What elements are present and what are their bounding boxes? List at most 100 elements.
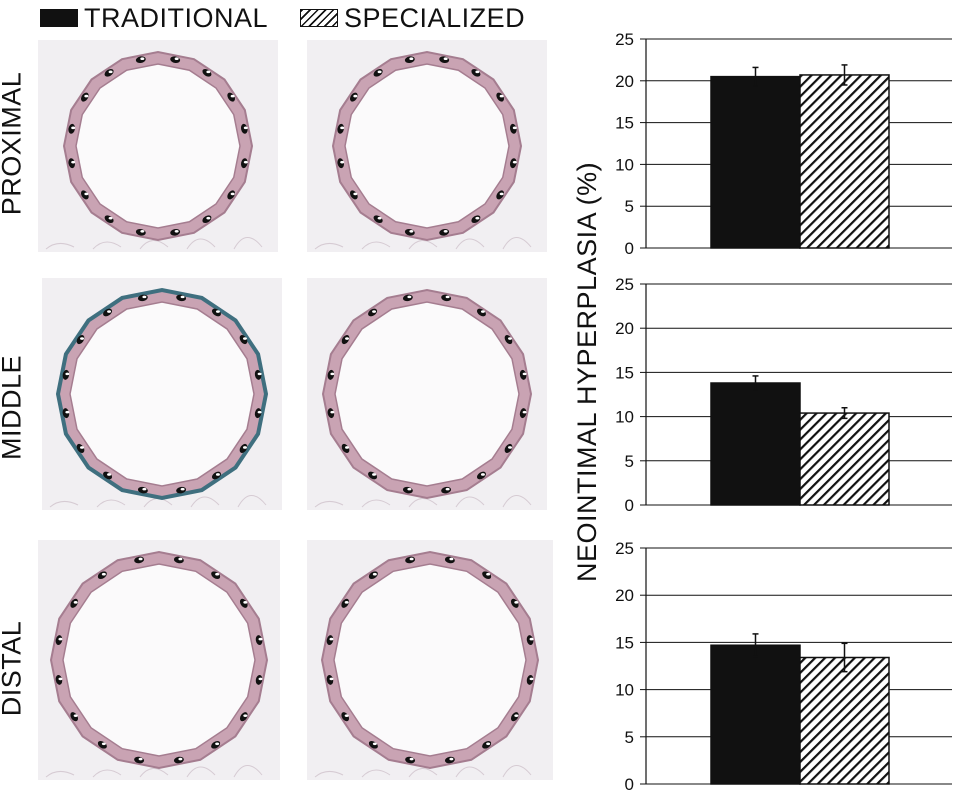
stent-strut-highlight bbox=[84, 192, 89, 196]
stent-strut-highlight bbox=[257, 410, 262, 414]
vessel-lumen bbox=[62, 563, 256, 757]
stent-strut-highlight bbox=[243, 714, 248, 717]
tissue-fibre bbox=[361, 499, 391, 508]
stent-strut-highlight bbox=[499, 94, 504, 98]
y-tick-label: 25 bbox=[615, 539, 634, 558]
micrograph-distal-traditional bbox=[38, 540, 280, 780]
legend-swatch-specialized bbox=[300, 9, 339, 27]
stent-strut-highlight bbox=[65, 410, 70, 414]
stent-strut-highlight bbox=[443, 230, 448, 233]
stent-strut-highlight bbox=[206, 70, 211, 74]
stent-strut bbox=[255, 635, 263, 646]
stent-strut-highlight bbox=[409, 757, 414, 761]
bar-chart-middle: 0 5 10 15 20 25 bbox=[615, 275, 952, 515]
bar-traditional bbox=[710, 382, 801, 506]
legend-item-specialized: SPECIALIZED bbox=[300, 3, 525, 34]
y-tick-label: 15 bbox=[615, 114, 634, 133]
stent-strut-highlight bbox=[174, 57, 179, 60]
y-tick-label: 25 bbox=[615, 30, 634, 49]
stent-strut bbox=[519, 408, 527, 419]
row-label-middle: MIDDLE bbox=[0, 355, 27, 461]
stent-strut bbox=[68, 123, 75, 134]
stent-strut-highlight bbox=[80, 446, 85, 449]
stent-strut-highlight bbox=[329, 677, 334, 681]
stent-strut-highlight bbox=[407, 487, 412, 491]
stent-strut-highlight bbox=[529, 677, 534, 681]
tissue-fibre bbox=[314, 771, 344, 778]
y-tick-label: 25 bbox=[615, 275, 634, 294]
tissue-fibre bbox=[455, 496, 485, 508]
stent-strut-highlight bbox=[486, 572, 491, 576]
y-tick-label: 0 bbox=[625, 239, 634, 258]
stent-strut-highlight bbox=[340, 160, 345, 164]
stent-strut-highlight bbox=[344, 714, 349, 717]
legend-item-traditional: TRADITIONAL bbox=[40, 3, 268, 34]
stent-strut-highlight bbox=[142, 487, 147, 491]
micrograph-proximal-traditional bbox=[38, 40, 278, 252]
stent-strut-highlight bbox=[107, 310, 112, 313]
stent-strut-highlight bbox=[58, 677, 63, 681]
tissue-fibre bbox=[233, 765, 263, 778]
y-tick-label: 15 bbox=[615, 363, 634, 382]
legend-label-specialized: SPECIALIZED bbox=[344, 2, 526, 33]
stent-strut-highlight bbox=[480, 473, 485, 476]
vessel-lumen bbox=[75, 63, 241, 229]
stent-strut-highlight bbox=[243, 601, 248, 604]
stent-strut-highlight bbox=[58, 637, 63, 641]
stent-strut-highlight bbox=[230, 192, 235, 196]
stent-strut-highlight bbox=[257, 372, 262, 376]
stent-strut-highlight bbox=[84, 94, 89, 98]
y-tick-label: 0 bbox=[625, 775, 634, 794]
stent-strut bbox=[510, 158, 517, 169]
stent-strut-highlight bbox=[486, 742, 491, 746]
tissue-fibre bbox=[502, 495, 532, 508]
stent-strut-highlight bbox=[215, 742, 220, 746]
stent-strut bbox=[241, 123, 248, 134]
stent-strut bbox=[255, 674, 263, 685]
stent-strut-highlight bbox=[142, 295, 147, 299]
stent-strut-highlight bbox=[140, 57, 145, 60]
tissue-fibre bbox=[314, 243, 344, 250]
stent-strut-highlight bbox=[522, 410, 527, 414]
vessel-lumen bbox=[333, 563, 527, 757]
stent-strut-highlight bbox=[206, 216, 211, 220]
stent-strut bbox=[526, 635, 534, 646]
stent-strut-highlight bbox=[507, 446, 512, 449]
micrograph-proximal-specialized bbox=[307, 40, 547, 252]
stent-strut-highlight bbox=[242, 446, 247, 449]
stent-strut-highlight bbox=[178, 757, 183, 761]
stent-strut bbox=[326, 674, 334, 685]
stent-strut-highlight bbox=[180, 487, 185, 491]
y-tick-label: 20 bbox=[615, 319, 634, 338]
legend: TRADITIONAL SPECIALIZED bbox=[40, 0, 557, 36]
legend-label-traditional: TRADITIONAL bbox=[84, 2, 269, 33]
bar-traditional bbox=[710, 75, 801, 249]
tissue-fibre bbox=[45, 771, 75, 778]
stent-strut bbox=[519, 369, 527, 380]
y-tick-label: 20 bbox=[615, 586, 634, 605]
stent-strut-highlight bbox=[329, 637, 334, 641]
tissue-fibre bbox=[49, 501, 79, 508]
tissue-fibre bbox=[455, 238, 485, 250]
stent-strut bbox=[254, 408, 262, 419]
tissue-fibre bbox=[455, 766, 485, 778]
bar-traditional bbox=[710, 644, 801, 785]
stent-strut-highlight bbox=[345, 446, 350, 449]
tissue-fibre bbox=[92, 769, 122, 778]
tissue-fibre bbox=[361, 769, 391, 778]
stent-strut-highlight bbox=[215, 310, 220, 313]
stent-strut-highlight bbox=[407, 295, 412, 299]
tissue-fibre bbox=[314, 501, 344, 508]
tissue-fibre bbox=[139, 768, 169, 778]
y-tick-label: 5 bbox=[625, 452, 634, 471]
stent-strut-highlight bbox=[507, 337, 512, 340]
stent-strut-highlight bbox=[178, 557, 183, 561]
tissue-fibre bbox=[361, 241, 391, 250]
stent-strut-highlight bbox=[409, 57, 414, 60]
stent-strut bbox=[337, 123, 344, 134]
tissue-fibre bbox=[408, 768, 438, 778]
stent-strut-highlight bbox=[529, 637, 534, 641]
legend-swatch-traditional bbox=[40, 9, 78, 27]
y-tick-label: 10 bbox=[615, 408, 634, 427]
stent-strut-highlight bbox=[108, 70, 113, 74]
